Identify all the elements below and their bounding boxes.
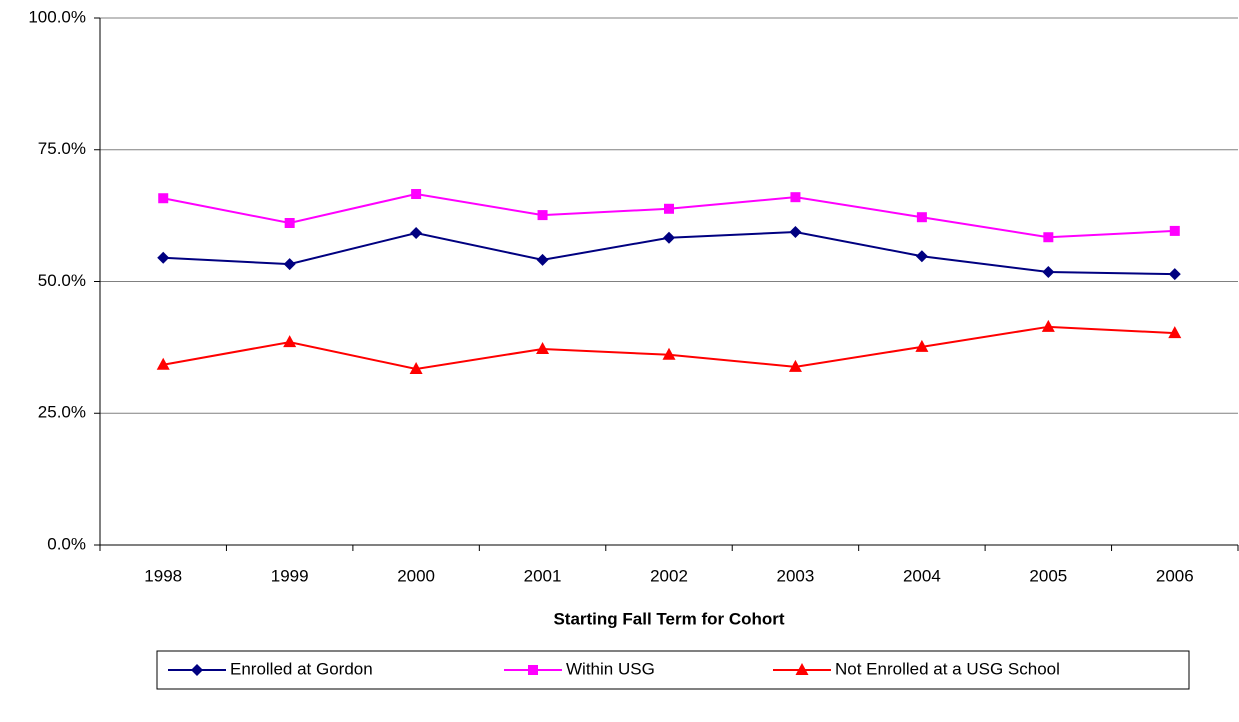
data-point	[284, 218, 295, 229]
data-point	[1043, 232, 1054, 243]
x-tick-label: 2006	[1156, 566, 1194, 585]
x-tick-label: 2003	[777, 566, 815, 585]
data-point	[156, 357, 170, 370]
data-point	[1041, 319, 1055, 332]
data-point	[283, 258, 296, 271]
legend-label: Within USG	[566, 659, 655, 678]
data-point	[536, 253, 549, 266]
y-tick-label: 25.0%	[38, 403, 86, 422]
y-tick-label: 50.0%	[38, 271, 86, 290]
data-point	[916, 212, 927, 223]
data-point	[788, 359, 802, 372]
data-point	[1042, 266, 1055, 279]
x-tick-label: 2002	[650, 566, 688, 585]
x-tick-label: 1999	[271, 566, 309, 585]
data-point	[915, 250, 928, 263]
legend-label: Enrolled at Gordon	[230, 659, 373, 678]
x-axis-label: Starting Fall Term for Cohort	[553, 609, 784, 628]
data-point	[915, 339, 929, 352]
y-tick-label: 100.0%	[28, 7, 86, 26]
x-tick-label: 2005	[1029, 566, 1067, 585]
data-point	[283, 335, 297, 348]
data-point	[157, 251, 170, 264]
data-point	[537, 210, 548, 221]
x-tick-label: 2000	[397, 566, 435, 585]
data-point	[410, 227, 423, 240]
data-point	[1168, 326, 1182, 339]
data-point	[663, 231, 675, 244]
y-tick-label: 0.0%	[47, 534, 86, 553]
series-line	[163, 192, 1175, 239]
x-tick-label: 2001	[524, 566, 562, 585]
data-point	[411, 189, 422, 200]
data-point	[158, 193, 169, 204]
data-point	[790, 192, 801, 203]
y-tick-label: 75.0%	[38, 139, 86, 158]
data-point	[662, 347, 676, 360]
legend-marker	[795, 663, 809, 675]
data-point	[536, 341, 550, 354]
legend-box	[156, 650, 1190, 690]
data-point	[409, 361, 423, 374]
data-point	[1168, 268, 1181, 281]
legend-marker	[528, 665, 538, 675]
legend-marker	[191, 664, 203, 676]
data-point	[789, 225, 802, 238]
legend-label: Not Enrolled at a USG School	[835, 659, 1060, 678]
data-point	[664, 203, 674, 214]
x-tick-label: 1998	[144, 566, 182, 585]
x-tick-label: 2004	[903, 566, 941, 585]
data-point	[1169, 225, 1180, 236]
